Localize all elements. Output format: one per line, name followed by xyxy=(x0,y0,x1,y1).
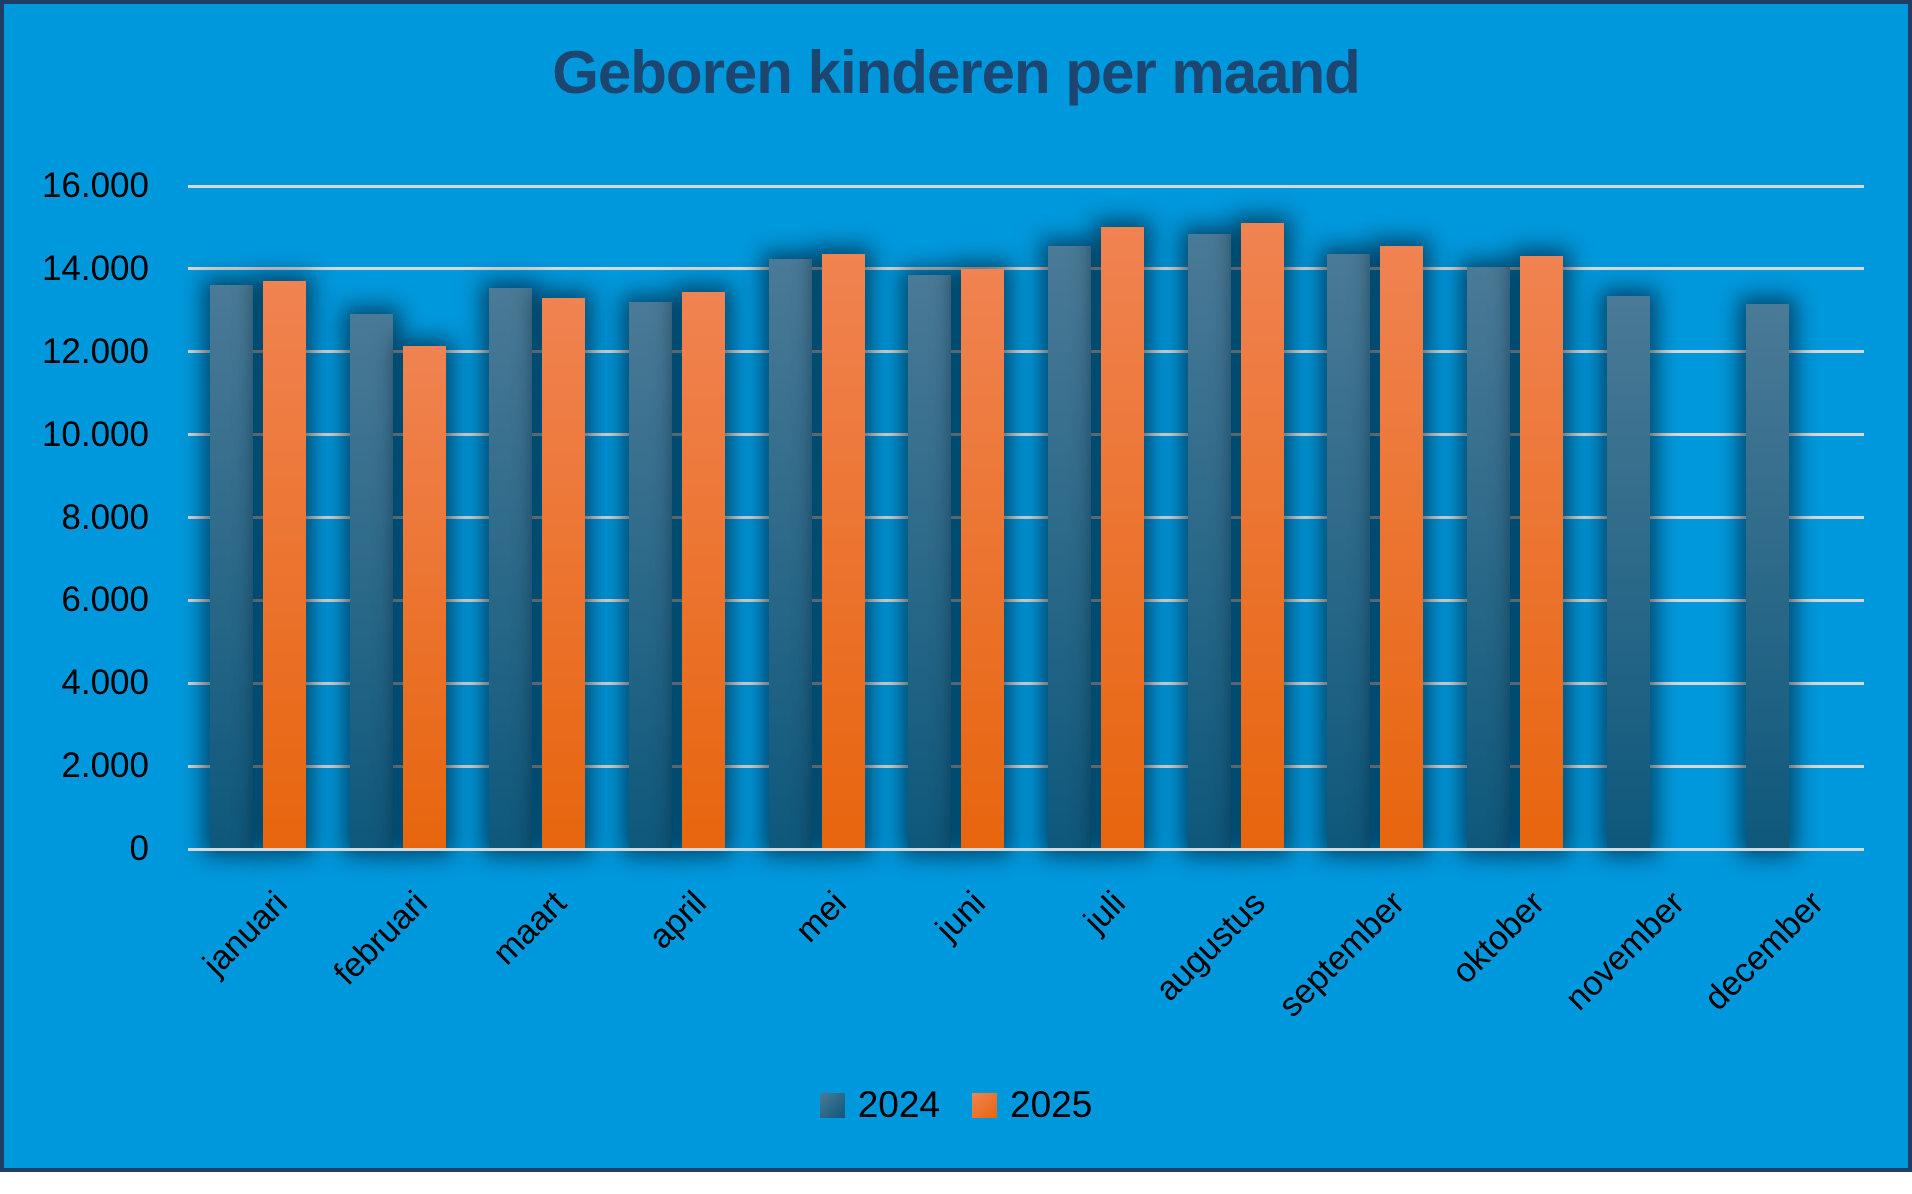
bar-2024-juli xyxy=(1048,246,1091,849)
x-tick-label-augustus: augustus xyxy=(963,884,1273,1194)
legend-item-2025: 2025 xyxy=(972,1084,1092,1126)
y-tick-label: 12.000 xyxy=(19,331,149,373)
bar-2024-november xyxy=(1607,296,1650,849)
gridline-14000 xyxy=(188,267,1864,270)
bar-2024-mei xyxy=(769,259,812,849)
y-tick-label: 6.000 xyxy=(19,579,149,621)
y-tick-label: 2.000 xyxy=(19,745,149,787)
bar-2024-augustus xyxy=(1188,234,1231,849)
x-tick-label-juli: juli xyxy=(823,884,1133,1194)
y-tick-label: 14.000 xyxy=(19,248,149,290)
legend-label-2024: 2024 xyxy=(858,1084,940,1126)
y-tick-label: 4.000 xyxy=(19,662,149,704)
legend-label-2025: 2025 xyxy=(1010,1084,1092,1126)
x-tick-label-september: september xyxy=(1102,884,1412,1194)
x-tick-label-april: april xyxy=(404,884,714,1194)
x-tick-label-december: december xyxy=(1521,884,1831,1194)
bar-2024-september xyxy=(1327,254,1370,849)
x-tick-label-juni: juni xyxy=(683,884,993,1194)
legend-swatch-2024-icon xyxy=(820,1093,845,1118)
bar-2024-februari xyxy=(350,314,393,849)
bar-2025-januari xyxy=(263,281,306,849)
bar-2024-december xyxy=(1746,304,1789,849)
bar-2025-september xyxy=(1380,246,1423,849)
legend-swatch-2025-icon xyxy=(972,1093,997,1118)
gridline-16000 xyxy=(188,185,1864,188)
bar-2024-januari xyxy=(210,285,253,849)
legend-item-2024: 2024 xyxy=(820,1084,940,1126)
bar-2025-mei xyxy=(822,254,865,849)
chart-title: Geboren kinderen per maand xyxy=(4,38,1908,107)
bar-2025-april xyxy=(682,292,725,849)
y-tick-label: 10.000 xyxy=(19,414,149,456)
x-axis-line xyxy=(188,848,1864,851)
bar-2025-augustus xyxy=(1241,223,1284,849)
y-tick-label: 16.000 xyxy=(19,165,149,207)
x-tick-label-november: november xyxy=(1382,884,1692,1194)
bar-2024-maart xyxy=(489,288,532,849)
bar-2025-oktober xyxy=(1520,256,1563,849)
bar-2025-juli xyxy=(1101,227,1144,849)
y-tick-label: 8.000 xyxy=(19,497,149,539)
bar-2024-oktober xyxy=(1467,267,1510,849)
x-tick-label-maart: maart xyxy=(264,884,574,1194)
legend: 2024 2025 xyxy=(4,1084,1908,1126)
x-tick-label-oktober: oktober xyxy=(1242,884,1552,1194)
bar-2025-maart xyxy=(542,298,585,849)
bar-2024-juni xyxy=(908,275,951,849)
bar-2024-april xyxy=(629,302,672,849)
bar-2025-juni xyxy=(961,269,1004,849)
bar-2025-februari xyxy=(403,346,446,849)
x-tick-label-februari: februari xyxy=(125,884,435,1194)
x-tick-label-mei: mei xyxy=(544,884,854,1194)
y-tick-label: 0 xyxy=(19,828,149,870)
